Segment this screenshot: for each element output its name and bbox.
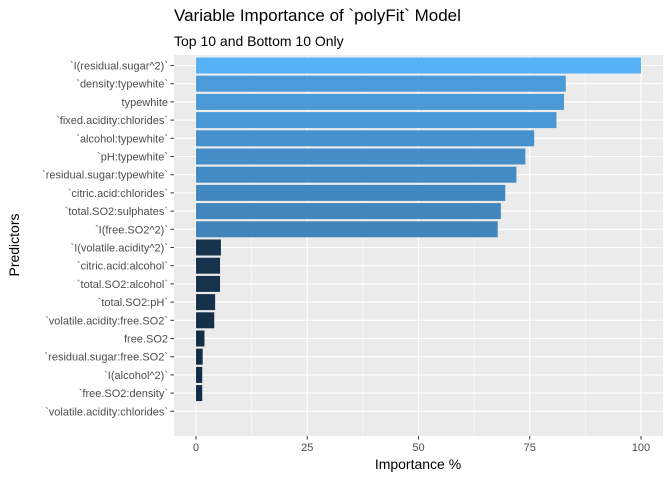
- bar: [196, 75, 566, 92]
- x-axis-label: Importance %: [374, 456, 462, 472]
- bar: [196, 348, 203, 365]
- y-tick-label: `I(residual.sugar^2)`: [70, 61, 168, 73]
- bar: [196, 130, 535, 147]
- x-tick-label: 50: [412, 442, 424, 454]
- y-tick-label: `fixed.acidity:chlorides`: [56, 115, 168, 127]
- bar: [196, 330, 205, 347]
- bar: [196, 221, 498, 238]
- y-tick-label: `I(free.SO2^2)`: [95, 224, 168, 236]
- x-tick-label: 100: [632, 442, 650, 454]
- bar: [196, 366, 203, 383]
- bar: [196, 257, 221, 274]
- bar: [196, 203, 501, 220]
- bar: [196, 294, 216, 311]
- y-tick-label: `citric.acid:alcohol`: [77, 261, 168, 273]
- bar: [196, 184, 506, 201]
- x-tick-label: 25: [301, 442, 313, 454]
- bar: [196, 166, 517, 183]
- y-tick-label: `citric.acid:chlorides`: [68, 188, 168, 200]
- bar: [196, 112, 557, 129]
- y-tick-label: typewhite: [122, 97, 168, 109]
- y-tick-label: `density:typewhite`: [76, 79, 168, 91]
- y-tick-label: free.SO2: [124, 334, 168, 346]
- x-tick-labels: 0 25 50 75 100: [193, 436, 650, 454]
- y-tick-label: `total.SO2:pH`: [98, 297, 168, 309]
- y-tick-label: `I(alcohol^2)`: [104, 370, 168, 382]
- y-tick-label: `pH:typewhite`: [97, 152, 168, 164]
- bar: [196, 148, 526, 165]
- y-tick-label: `I(volatile.acidity^2)`: [71, 243, 168, 255]
- bar: [196, 57, 641, 74]
- y-tick-label: `total.SO2:sulphates`: [65, 206, 168, 218]
- y-tick-label: `volatile.acidity:free.SO2`: [45, 315, 168, 327]
- y-tick-labels: `I(residual.sugar^2)` `density:typewhite`…: [42, 61, 174, 418]
- chart-subtitle: Top 10 and Bottom 10 Only: [174, 33, 344, 49]
- y-tick-label: `volatile.acidity:chlorides`: [45, 406, 168, 418]
- chart-title: Variable Importance of `polyFit` Model: [174, 6, 461, 25]
- bar: [196, 239, 221, 256]
- y-tick-label: `total.SO2:alcohol`: [77, 279, 168, 291]
- x-tick-label: 0: [193, 442, 199, 454]
- y-tick-label: `residual.sugar:typewhite`: [42, 170, 168, 182]
- bars: [196, 57, 641, 402]
- y-tick-label: `free.SO2:density`: [79, 388, 168, 400]
- y-tick-label: `alcohol:typewhite`: [76, 133, 168, 145]
- bar: [196, 275, 221, 292]
- x-tick-label: 75: [524, 442, 536, 454]
- y-tick-label: `residual.sugar:free.SO2`: [45, 352, 169, 364]
- bar: [196, 312, 215, 329]
- bar: [196, 93, 565, 110]
- bar: [196, 385, 203, 402]
